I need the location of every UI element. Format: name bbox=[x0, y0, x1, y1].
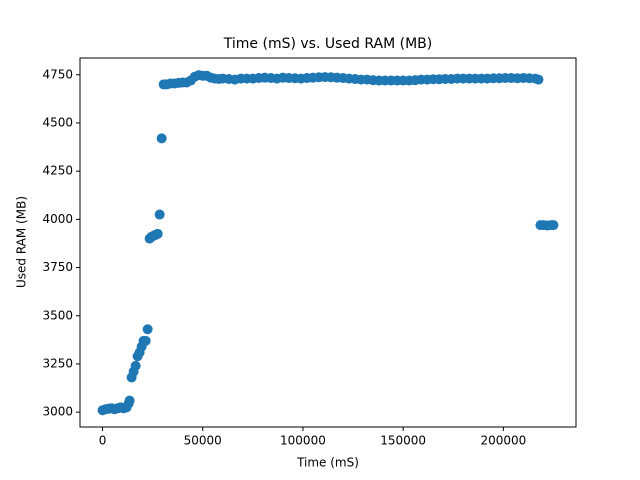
x-axis-label: Time (mS) bbox=[296, 456, 359, 470]
point bbox=[124, 395, 135, 406]
y-axis-label: Used RAM (MB) bbox=[15, 196, 29, 288]
y-tick-label: 3750 bbox=[42, 260, 73, 274]
x-tick-label: 50000 bbox=[184, 434, 222, 448]
point bbox=[130, 360, 141, 371]
point bbox=[156, 133, 167, 144]
x-tick-label: 150000 bbox=[380, 434, 426, 448]
x-tick-label: 0 bbox=[99, 434, 107, 448]
chart-title: Time (mS) vs. Used RAM (MB) bbox=[223, 36, 432, 52]
x-tick-label: 100000 bbox=[280, 434, 326, 448]
x-tick-label: 200000 bbox=[480, 434, 526, 448]
y-tick-label: 4750 bbox=[42, 67, 73, 81]
point bbox=[152, 228, 163, 239]
y-tick-label: 4500 bbox=[42, 115, 73, 129]
y-tick-label: 4000 bbox=[42, 212, 73, 226]
point bbox=[548, 220, 559, 231]
point bbox=[154, 209, 165, 220]
point bbox=[142, 324, 153, 335]
point bbox=[140, 335, 151, 346]
y-tick-label: 3000 bbox=[42, 405, 73, 419]
point bbox=[533, 74, 544, 85]
y-tick-label: 4250 bbox=[42, 164, 73, 178]
y-tick-label: 3500 bbox=[42, 308, 73, 322]
y-tick-label: 3250 bbox=[42, 356, 73, 370]
plot-frame bbox=[79, 57, 577, 428]
